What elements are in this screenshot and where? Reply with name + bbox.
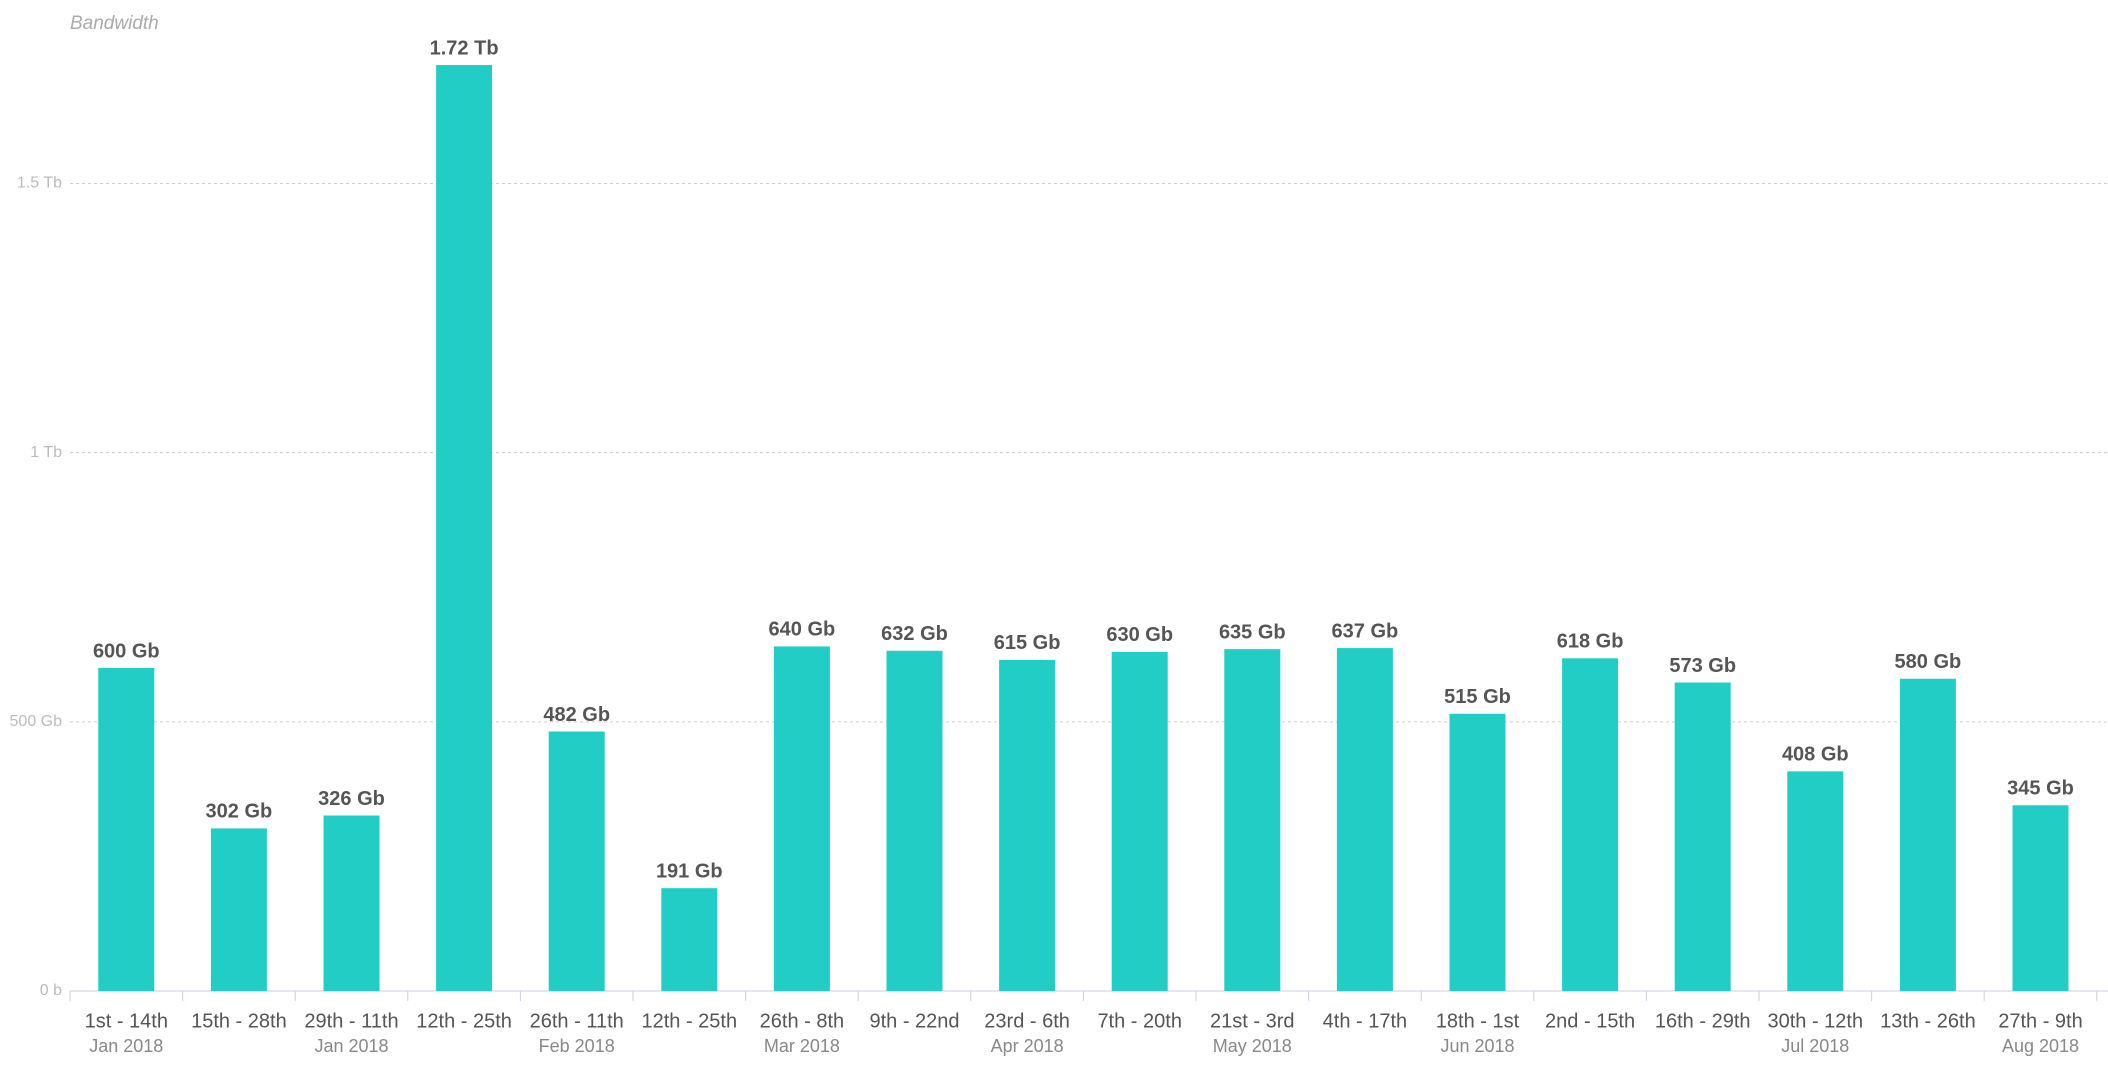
- x-tick-label: 13th - 26th: [1880, 1010, 1976, 1032]
- bar: [773, 646, 830, 991]
- y-tick-label: 1.5 Tb: [17, 175, 62, 192]
- bar: [661, 888, 718, 991]
- x-tick-label: 26th - 8th: [760, 1010, 845, 1032]
- x-tick-label: 27th - 9th: [1998, 1010, 2083, 1032]
- x-tick-label: 29th - 11th: [304, 1010, 398, 1032]
- value-label: 618 Gb: [1557, 631, 1624, 653]
- bar: [1336, 648, 1393, 991]
- x-tick-label: 9th - 22nd: [869, 1010, 959, 1032]
- x-tick-label: 15th - 28th: [191, 1010, 287, 1032]
- x-tick-sublabel: Jul 2018: [1781, 1036, 1849, 1056]
- x-tick-sublabel: Feb 2018: [539, 1036, 615, 1056]
- bar: [886, 650, 943, 991]
- y-tick-label: 0 b: [40, 982, 62, 999]
- value-label: 640 Gb: [769, 619, 836, 641]
- x-tick-sublabel: Mar 2018: [764, 1036, 840, 1056]
- value-label: 600 Gb: [93, 640, 160, 662]
- x-tick-sublabel: Jan 2018: [314, 1036, 388, 1056]
- x-tick-label: 2nd - 15th: [1545, 1010, 1635, 1032]
- x-tick-label: 23rd - 6th: [984, 1010, 1070, 1032]
- chart-title: Bandwidth: [70, 13, 159, 34]
- value-label: 191 Gb: [656, 860, 723, 882]
- value-label: 1.72 Tb: [430, 37, 499, 59]
- x-tick-sublabel: May 2018: [1213, 1036, 1292, 1056]
- bar: [1787, 771, 1844, 991]
- value-label: 630 Gb: [1106, 624, 1173, 646]
- x-tick-label: 18th - 1st: [1436, 1010, 1520, 1032]
- x-tick-label: 30th - 12th: [1767, 1010, 1863, 1032]
- value-label: 632 Gb: [881, 623, 948, 645]
- bar: [1674, 682, 1731, 991]
- x-tick-sublabel: Jun 2018: [1440, 1036, 1514, 1056]
- x-tick-sublabel: Aug 2018: [2002, 1036, 2079, 1056]
- bar: [1899, 678, 1956, 991]
- x-tick-sublabel: Apr 2018: [991, 1036, 1064, 1056]
- bar: [1449, 713, 1506, 991]
- x-tick-label: 4th - 17th: [1323, 1010, 1408, 1032]
- value-label: 615 Gb: [994, 632, 1061, 654]
- x-tick-label: 1st - 14th: [85, 1010, 168, 1032]
- value-label: 326 Gb: [318, 788, 385, 810]
- bar: [1224, 649, 1281, 991]
- bar: [1111, 651, 1168, 991]
- bar: [1562, 658, 1619, 991]
- bar: [98, 668, 155, 991]
- value-label: 515 Gb: [1444, 686, 1511, 708]
- value-label: 580 Gb: [1895, 651, 1962, 673]
- value-label: 637 Gb: [1332, 620, 1399, 642]
- bar: [210, 828, 267, 991]
- y-tick-label: 1 Tb: [30, 444, 62, 461]
- x-tick-label: 7th - 20th: [1097, 1010, 1182, 1032]
- value-label: 482 Gb: [543, 704, 610, 726]
- value-label: 573 Gb: [1669, 655, 1736, 677]
- bar: [436, 65, 493, 992]
- value-label: 635 Gb: [1219, 621, 1286, 643]
- y-tick-label: 500 Gb: [10, 713, 63, 730]
- x-tick-label: 16th - 29th: [1655, 1010, 1751, 1032]
- x-tick-label: 26th - 11th: [530, 1010, 624, 1032]
- x-tick-label: 21st - 3rd: [1210, 1010, 1294, 1032]
- bar: [548, 731, 605, 991]
- value-label: 302 Gb: [206, 801, 273, 823]
- x-tick-label: 12th - 25th: [641, 1010, 737, 1032]
- x-tick-label: 12th - 25th: [416, 1010, 512, 1032]
- bar: [323, 815, 380, 991]
- x-tick-sublabel: Jan 2018: [89, 1036, 163, 1056]
- bar: [999, 659, 1056, 991]
- value-label: 408 Gb: [1782, 744, 1849, 766]
- bar: [2012, 805, 2069, 991]
- value-label: 345 Gb: [2007, 778, 2074, 800]
